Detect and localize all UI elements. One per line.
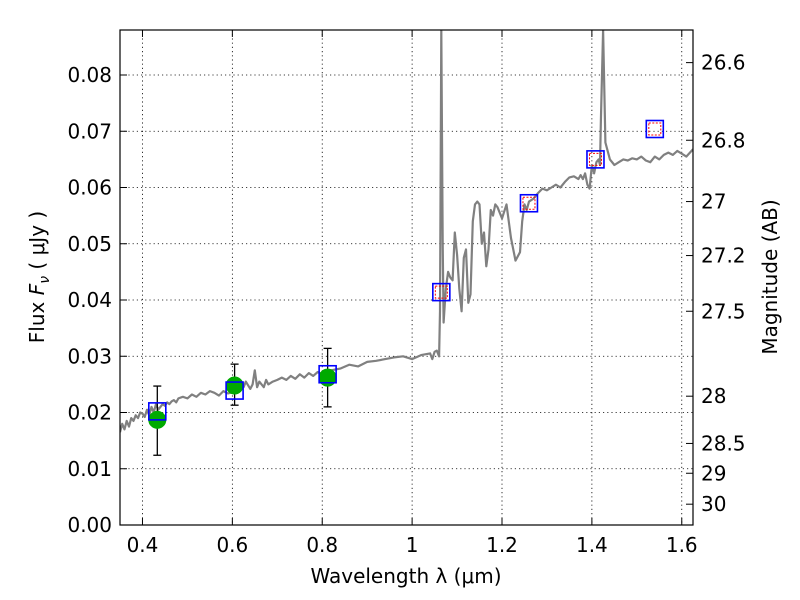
blue-square-marker xyxy=(148,402,167,421)
magnitude-tick-label: 29 xyxy=(701,461,726,485)
y-axis-label-suffix: ( μJy ) xyxy=(25,211,49,276)
x-tick-label: 0.4 xyxy=(127,533,159,557)
grid xyxy=(120,30,693,526)
red-squares-layer xyxy=(434,122,662,299)
x-axis-label: Wavelength λ (μm) xyxy=(310,564,501,588)
y-tick-label: 0.04 xyxy=(67,288,112,312)
x-axis-ticks: 0.4 0.6 0.8 1 1.2 1.4 1.6 xyxy=(127,30,698,557)
blue-square-marker xyxy=(645,119,665,139)
y-axis-ticks: 0.00 0.01 0.02 0.03 0.04 0.05 0.06 0.07 0.08 xyxy=(67,63,127,537)
x-tick-label: 1.6 xyxy=(666,533,698,557)
y-tick-label: 0.00 xyxy=(67,513,112,537)
y-tick-label: 0.06 xyxy=(67,176,112,200)
x-tick-label: 1 xyxy=(406,533,419,557)
y-axis-label-symbol: F xyxy=(25,283,49,295)
y-axis-label: Flux Fν ( μJy ) xyxy=(25,211,53,343)
spectrum-layer xyxy=(120,30,693,433)
x-tick-label: 0.6 xyxy=(216,533,248,557)
red-square-marker xyxy=(434,285,448,299)
model-spectrum-line xyxy=(120,30,693,433)
x-tick-label: 1.2 xyxy=(486,533,518,557)
red-square-marker xyxy=(648,122,662,136)
plot-frame xyxy=(119,29,694,526)
blue-square-marker xyxy=(225,381,244,400)
y-tick-label: 0.03 xyxy=(67,344,112,368)
y-tick-label: 0.07 xyxy=(67,119,112,143)
y-tick-label: 0.02 xyxy=(67,401,112,425)
green-point-marker xyxy=(318,368,337,387)
x-tick-label: 1.4 xyxy=(576,533,608,557)
magnitude-tick-label: 27.2 xyxy=(701,244,746,268)
x-tick-label: 0.8 xyxy=(306,533,338,557)
blue-squares-layer xyxy=(148,119,665,421)
blue-square-marker xyxy=(586,150,605,169)
blue-square-marker xyxy=(519,193,539,213)
magnitude-axis-ticks: 26.6 26.8 27 27.2 27.5 28 28.5 29 30 xyxy=(686,51,746,516)
y-axis-label-subscript: ν xyxy=(37,276,53,284)
magnitude-tick-label: 27.5 xyxy=(701,299,746,323)
green-point-marker xyxy=(225,376,244,395)
red-square-marker xyxy=(522,196,536,210)
magnitude-tick-label: 27 xyxy=(701,190,726,214)
y-tick-label: 0.01 xyxy=(67,457,112,481)
y-tick-label: 0.05 xyxy=(67,232,112,256)
error-bars xyxy=(153,347,332,456)
blue-square-marker xyxy=(318,364,337,384)
magnitude-tick-label: 26.6 xyxy=(701,51,746,75)
red-square-marker xyxy=(588,152,602,166)
magnitude-tick-label: 28 xyxy=(701,384,726,408)
magnitude-axis-label: Magnitude (AB) xyxy=(758,199,782,354)
magnitude-tick-label: 26.8 xyxy=(701,128,746,152)
blue-square-marker xyxy=(432,282,451,302)
y-tick-label: 0.08 xyxy=(67,63,112,87)
y-axis-label-prefix: Flux xyxy=(25,295,49,343)
magnitude-tick-label: 28.5 xyxy=(701,431,746,455)
magnitude-tick-label: 30 xyxy=(701,492,726,516)
